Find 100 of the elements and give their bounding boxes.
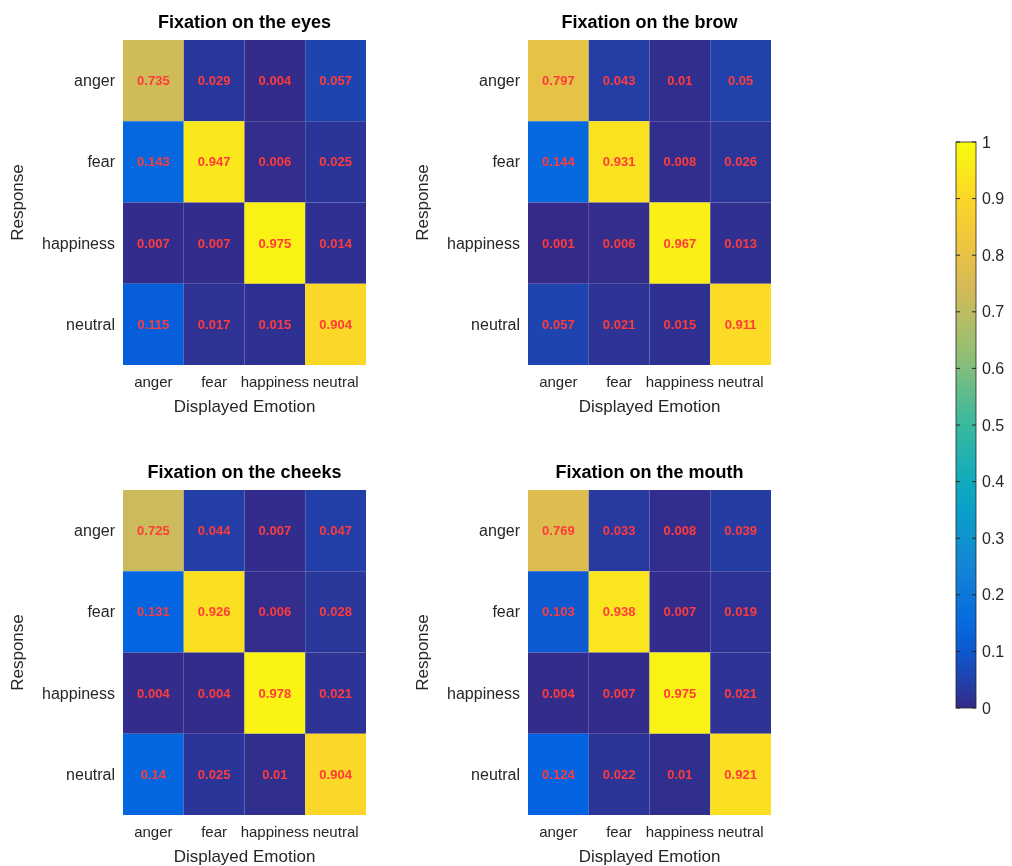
data-label: 0.044 bbox=[197, 523, 232, 539]
y-axis-title: Response bbox=[8, 164, 27, 241]
data-label: 0.004 bbox=[197, 685, 232, 701]
y-tick-label: neutral bbox=[66, 315, 115, 333]
x-tick-label: fear bbox=[606, 373, 633, 390]
data-label: 0.043 bbox=[602, 73, 636, 89]
color-bar-label: 0.9 bbox=[982, 190, 1005, 208]
data-label: 0.004 bbox=[137, 685, 171, 701]
data-label: 0.019 bbox=[724, 604, 757, 620]
data-label: 0.926 bbox=[197, 604, 231, 620]
data-label: 0.057 bbox=[542, 316, 575, 332]
x-axis-title: Displayed Emotion bbox=[578, 397, 721, 416]
color-bar-label: 0.5 bbox=[982, 416, 1005, 434]
x-tick-label: anger bbox=[134, 373, 173, 390]
data-label: 0.008 bbox=[663, 154, 697, 170]
data-label: 0.05 bbox=[727, 73, 754, 89]
data-label: 0.001 bbox=[542, 235, 575, 251]
data-label: 0.144 bbox=[542, 154, 576, 170]
data-label: 0.039 bbox=[724, 523, 757, 539]
data-label: 0.725 bbox=[137, 523, 170, 539]
y-tick-label: happiness bbox=[447, 234, 520, 252]
y-tick-label: happiness bbox=[42, 234, 115, 252]
color-bar-label: 0.4 bbox=[982, 473, 1005, 491]
y-tick-label: neutral bbox=[66, 765, 115, 783]
x-tick-label: happiness bbox=[645, 373, 715, 390]
y-axis-title: Response bbox=[413, 614, 432, 691]
data-label: 0.103 bbox=[542, 604, 575, 620]
chart-title: Fixation on the cheeks bbox=[147, 462, 342, 482]
y-axis-title: Response bbox=[413, 164, 432, 241]
chart-title: Fixation on the brow bbox=[561, 12, 739, 32]
color-bar-label: 0.2 bbox=[982, 586, 1005, 604]
data-label: 0.904 bbox=[319, 766, 353, 782]
y-tick-label: happiness bbox=[447, 684, 520, 702]
data-label: 0.947 bbox=[197, 154, 231, 170]
y-tick-label: fear bbox=[87, 603, 116, 621]
data-label: 0.057 bbox=[319, 73, 352, 89]
data-label: 0.124 bbox=[542, 766, 576, 782]
data-label: 0.006 bbox=[258, 604, 292, 620]
x-tick-label: happiness bbox=[240, 823, 310, 840]
color-bar-label: 0.7 bbox=[982, 303, 1005, 321]
y-tick-label: fear bbox=[492, 153, 521, 171]
x-tick-label: happiness bbox=[240, 373, 310, 390]
data-label: 0.931 bbox=[602, 154, 636, 170]
x-tick-label: fear bbox=[201, 373, 228, 390]
x-tick-label: fear bbox=[606, 823, 633, 840]
y-tick-label: fear bbox=[87, 153, 116, 171]
data-label: 0.911 bbox=[724, 316, 757, 332]
data-label: 0.025 bbox=[197, 766, 231, 782]
data-label: 0.131 bbox=[137, 604, 170, 620]
data-label: 0.015 bbox=[663, 316, 697, 332]
data-label: 0.033 bbox=[602, 523, 636, 539]
x-axis-title: Displayed Emotion bbox=[173, 397, 316, 416]
x-tick-label: neutral bbox=[312, 373, 359, 390]
data-label: 0.017 bbox=[197, 316, 231, 332]
data-label: 0.021 bbox=[602, 316, 636, 332]
x-tick-label: happiness bbox=[645, 823, 715, 840]
color-bar-label: 0.3 bbox=[982, 529, 1005, 547]
data-label: 0.01 bbox=[667, 73, 693, 89]
data-label: 0.797 bbox=[542, 73, 575, 89]
data-label: 0.007 bbox=[602, 685, 636, 701]
data-label: 0.028 bbox=[319, 604, 352, 620]
x-tick-label: fear bbox=[201, 823, 228, 840]
y-tick-label: anger bbox=[479, 72, 521, 90]
y-tick-label: neutral bbox=[471, 315, 520, 333]
y-tick-label: neutral bbox=[471, 765, 520, 783]
x-axis-title: Displayed Emotion bbox=[578, 847, 721, 866]
chart-title: Fixation on the eyes bbox=[157, 12, 332, 32]
data-label: 0.01 bbox=[262, 766, 288, 782]
data-label: 0.143 bbox=[137, 154, 170, 170]
data-label: 0.021 bbox=[724, 685, 757, 701]
x-tick-label: anger bbox=[539, 373, 578, 390]
y-tick-label: anger bbox=[74, 522, 116, 540]
x-axis-title: Displayed Emotion bbox=[173, 847, 316, 866]
data-label: 0.115 bbox=[137, 316, 170, 332]
data-label: 0.975 bbox=[663, 685, 697, 701]
data-label: 0.938 bbox=[602, 604, 636, 620]
data-label: 0.01 bbox=[667, 766, 693, 782]
data-label: 0.006 bbox=[602, 235, 636, 251]
data-label: 0.029 bbox=[197, 73, 231, 89]
data-label: 0.047 bbox=[319, 523, 352, 539]
x-tick-label: anger bbox=[134, 823, 173, 840]
data-label: 0.14 bbox=[140, 766, 167, 782]
data-label: 0.022 bbox=[602, 766, 636, 782]
x-tick-label: neutral bbox=[717, 373, 764, 390]
data-label: 0.025 bbox=[319, 154, 352, 170]
data-label: 0.769 bbox=[542, 523, 575, 539]
data-label: 0.015 bbox=[258, 316, 292, 332]
color-bar-label: 0.1 bbox=[982, 643, 1005, 660]
y-tick-label: fear bbox=[492, 603, 521, 621]
color-bar-label: 0.8 bbox=[982, 246, 1005, 264]
x-tick-label: neutral bbox=[312, 823, 359, 840]
data-label: 0.904 bbox=[319, 316, 353, 332]
data-label: 0.013 bbox=[724, 235, 757, 251]
data-label: 0.978 bbox=[258, 685, 292, 701]
y-tick-label: anger bbox=[74, 72, 116, 90]
data-label: 0.006 bbox=[258, 154, 292, 170]
data-label: 0.004 bbox=[542, 685, 576, 701]
data-label: 0.967 bbox=[663, 235, 697, 251]
data-label: 0.007 bbox=[258, 523, 292, 539]
data-label: 0.008 bbox=[663, 523, 697, 539]
